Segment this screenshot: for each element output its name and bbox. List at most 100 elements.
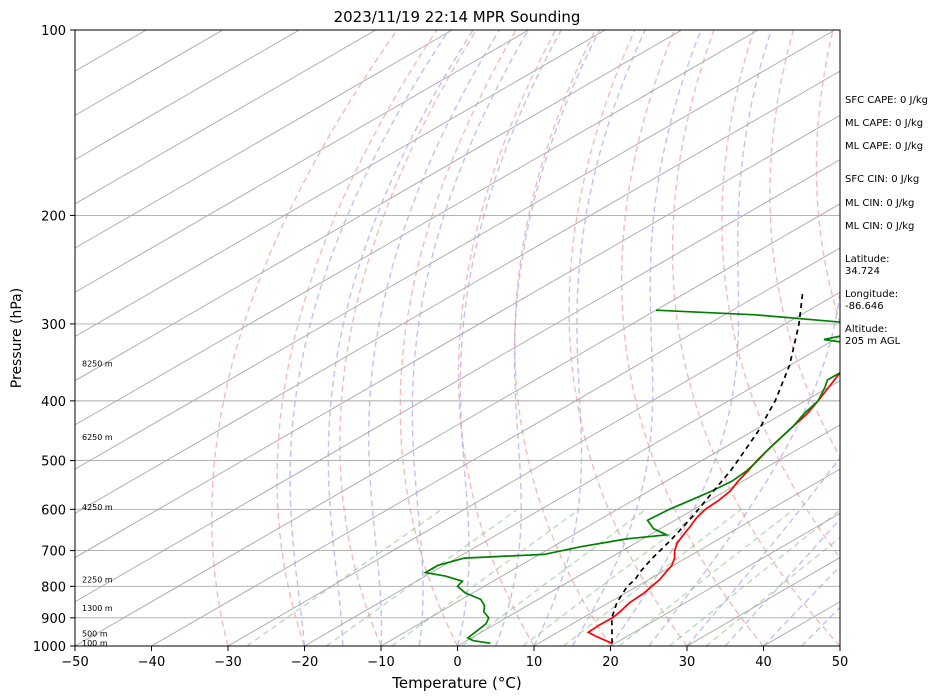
isotherm: [75, 30, 759, 426]
isotherm: [380, 380, 840, 646]
y-tick-label: 600: [41, 503, 66, 518]
moist-adiabat: [495, 30, 601, 646]
isotherm: [75, 70, 840, 514]
dry-adiabat: [513, 30, 612, 646]
sounding-profiles: [422, 290, 840, 645]
y-axis-label: Pressure (hPa): [9, 288, 25, 388]
annotation-text: SFC CIN: 0 J/kg: [845, 174, 919, 185]
mixing-ratio-line: [668, 509, 840, 646]
dry-adiabat: [568, 30, 688, 646]
x-axis-label: Temperature (°C): [391, 674, 521, 692]
annotation-text: ML CIN: 0 J/kg: [845, 198, 914, 209]
x-tick-label: −10: [367, 655, 394, 670]
dry-adiabat: [399, 30, 517, 646]
isotherm: [75, 30, 835, 470]
x-tick-label: 50: [832, 655, 849, 670]
profile-line: [422, 309, 840, 645]
isotherm: [75, 30, 376, 205]
y-tick-label: 700: [41, 545, 66, 560]
moist-adiabat: [368, 30, 500, 646]
annotation-text: ML CAPE: 0 J/kg: [845, 118, 923, 129]
y-tick-label: 1000: [33, 640, 66, 655]
moist-adiabat: [763, 565, 840, 646]
plot-frame: [74, 29, 841, 647]
x-tick-label: 40: [755, 655, 772, 670]
profile-line: [586, 371, 840, 645]
annotation-text: -86.646: [845, 301, 884, 312]
isotherm: [75, 114, 840, 559]
dry-adiabat: [276, 30, 438, 646]
height-label: 2250 m: [82, 576, 113, 585]
y-tick-label: 200: [41, 209, 66, 224]
annotation-text: 34.724: [845, 266, 880, 277]
annotation-text: SFC CAPE: 0 J/kg: [845, 95, 928, 106]
annotation-text: Longitude:: [845, 289, 898, 300]
isotherm: [610, 512, 840, 646]
height-label: 1300 m: [82, 604, 113, 613]
chart-title: 2023/11/19 22:14 MPR Sounding: [334, 8, 581, 26]
x-tick-label: 10: [526, 655, 543, 670]
isotherm: [75, 30, 606, 337]
isotherm: [75, 30, 223, 116]
isotherm: [75, 30, 682, 382]
moist-adiabat: [456, 30, 562, 646]
x-tick-label: 30: [679, 655, 696, 670]
moist-adiabat: [571, 30, 702, 646]
x-tick-label: −20: [291, 655, 318, 670]
dry-adiabat: [211, 30, 398, 646]
isotherm: [227, 291, 840, 646]
moist-adiabat: [609, 30, 772, 646]
annotation-text: 205 m AGL: [845, 336, 901, 347]
isotherm: [75, 30, 300, 161]
x-tick-label: 0: [453, 655, 461, 670]
height-label: 500 m: [82, 630, 108, 639]
dry-adiabat: [815, 30, 840, 325]
mixing-ratio-line: [563, 508, 742, 646]
moist-adiabat: [289, 30, 450, 646]
height-label: 4250 m: [82, 503, 113, 512]
x-tick-label: −40: [138, 655, 165, 670]
annotations: SFC CAPE: 0 J/kg ML CAPE: 0 J/kg ML CAPE: …: [845, 95, 928, 347]
isotherm: [75, 203, 840, 646]
y-tick-label: 100: [41, 24, 66, 39]
isotherm: [75, 30, 529, 293]
isotherm: [457, 424, 840, 646]
annotation-text: Latitude:: [845, 254, 890, 265]
height-label: 6250 m: [82, 433, 113, 442]
moist-adiabat: [411, 30, 529, 646]
dry-adiabat: [671, 30, 840, 646]
y-tick-label: 300: [41, 318, 66, 333]
x-tick-label: −30: [214, 655, 241, 670]
annotation-text: ML CAPE: 0 J/kg: [845, 141, 923, 152]
mixing-ratio-line: [391, 508, 580, 646]
x-tick-label: 20: [602, 655, 619, 670]
height-label: 8250 m: [82, 360, 113, 369]
moist-adiabat: [327, 30, 474, 646]
moist-adiabat: [648, 285, 840, 646]
y-tick-label: 500: [41, 455, 66, 470]
background-lines: [75, 30, 840, 646]
axis-ticks: −50 −40 −30 −20 −10 0 10 20 30 40 50 100 200 300 400 50…: [33, 24, 848, 670]
isotherm: [75, 30, 453, 249]
isotherm: [151, 247, 840, 646]
mixing-ratio-line: [618, 508, 795, 646]
mixing-ratio-line: [705, 536, 840, 646]
isotherm: [533, 468, 840, 646]
mixing-ratio-line: [461, 508, 647, 646]
annotation-text: ML CIN: 0 J/kg: [845, 221, 914, 232]
y-tick-label: 800: [41, 580, 66, 595]
y-tick-label: 400: [41, 395, 66, 410]
dry-adiabat: [339, 30, 477, 646]
dry-adiabat: [621, 30, 765, 646]
isotherm: [304, 335, 840, 646]
x-tick-label: −50: [61, 655, 88, 670]
annotation-text: Altitude:: [845, 324, 887, 335]
dry-adiabat: [721, 30, 840, 559]
height-label: 100 m: [82, 639, 108, 648]
mixing-ratio-line: [522, 508, 704, 646]
profile-line: [610, 290, 804, 644]
isotherm: [75, 159, 840, 603]
dry-adiabat: [457, 30, 557, 646]
